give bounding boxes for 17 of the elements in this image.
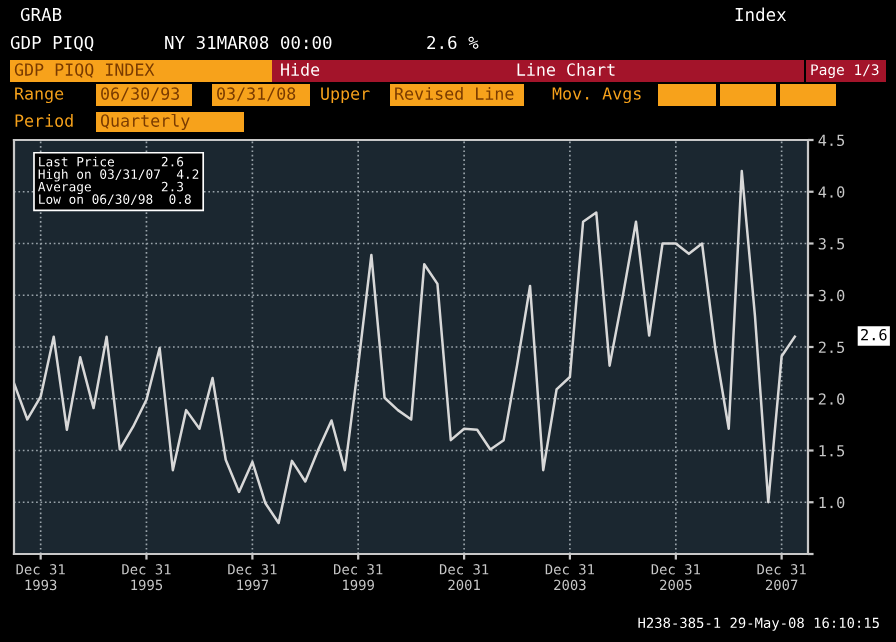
text: Quarterly (100, 113, 190, 131)
text: Revised Line (395, 86, 514, 100)
text: 2.6 % (427, 35, 479, 50)
text: 03/31/08 (217, 87, 296, 102)
text: GDP PIQQ (10, 35, 94, 52)
text: GDP PIQQ INDEX (14, 63, 155, 78)
text: Line Chart (517, 62, 615, 76)
text: 06/30/93 (101, 87, 180, 102)
text: Index (735, 7, 787, 22)
text: Range (15, 87, 64, 104)
line-series (14, 169, 797, 525)
text: Upper (321, 87, 370, 104)
text: Hide (281, 62, 320, 76)
text: NY 31MAR08 00:00 (165, 35, 332, 50)
text: Mov. Avgs (552, 87, 641, 104)
text: GRAB (20, 7, 62, 22)
text: Period (15, 113, 73, 127)
